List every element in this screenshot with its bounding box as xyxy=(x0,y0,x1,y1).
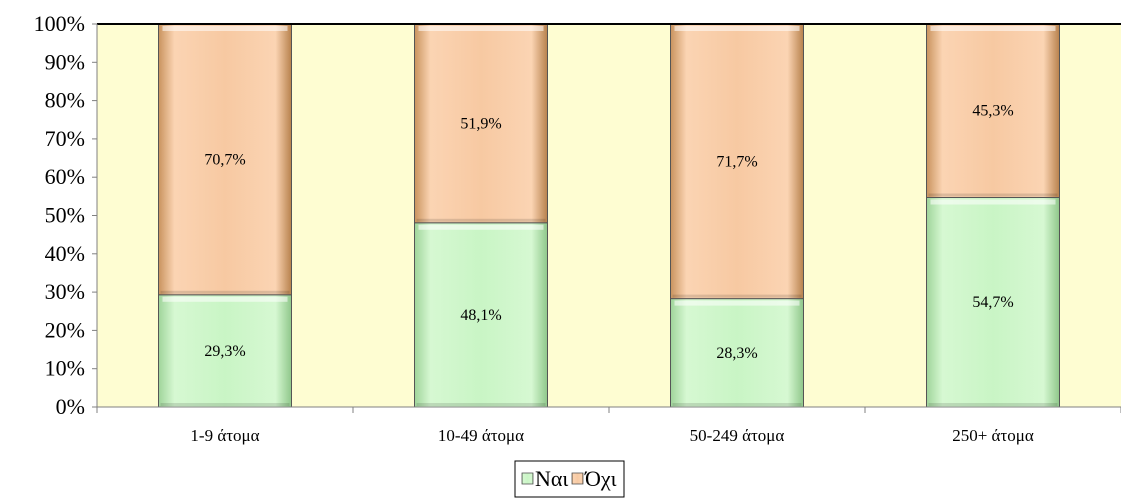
data-label: 51,9% xyxy=(460,115,501,132)
bar-bevel-shadow xyxy=(160,403,290,406)
data-label: 29,3% xyxy=(204,343,245,360)
bar-bevel-shadow xyxy=(672,403,802,406)
bar-bevel-highlight xyxy=(930,26,1056,31)
y-tick-label: 100% xyxy=(34,11,85,36)
bar-bevel-shadow xyxy=(416,218,546,222)
bar-segment xyxy=(670,23,804,300)
y-tick-label: 30% xyxy=(45,279,85,304)
bar-bevel-highlight xyxy=(162,296,288,302)
y-tick-label: 0% xyxy=(56,394,85,419)
x-tick-label: 50-249 άτομα xyxy=(690,426,785,445)
bar-bevel-highlight xyxy=(162,26,288,31)
y-tick-label: 70% xyxy=(45,126,85,151)
bar-bevel-highlight xyxy=(930,199,1056,205)
bar-bevel-highlight xyxy=(674,300,800,306)
x-tick-label: 1-9 άτομα xyxy=(190,426,259,445)
y-tick-label: 40% xyxy=(45,241,85,266)
legend-swatch xyxy=(521,472,534,485)
x-tick-label: 250+ άτομα xyxy=(952,426,1034,445)
data-label: 28,3% xyxy=(716,345,757,362)
bar-segment xyxy=(414,222,548,408)
bar-bevel-highlight xyxy=(674,26,800,31)
y-tick-label: 80% xyxy=(45,88,85,113)
legend: Ναι Όχι xyxy=(514,460,625,498)
y-tick-label: 90% xyxy=(45,49,85,74)
bar-bevel-shadow xyxy=(672,294,802,298)
legend-label: Ναι xyxy=(535,466,568,491)
bar-bevel-shadow xyxy=(928,193,1058,197)
y-tick-label: 60% xyxy=(45,164,85,189)
bar-segment xyxy=(926,23,1060,198)
y-tick-label: 50% xyxy=(45,203,85,228)
data-label: 71,7% xyxy=(716,153,757,170)
legend-label: Όχι xyxy=(584,466,617,491)
y-tick-label: 20% xyxy=(45,317,85,342)
bar-segment xyxy=(670,298,804,408)
data-label: 54,7% xyxy=(972,294,1013,311)
bar-segment xyxy=(158,294,292,408)
bar-bevel-shadow xyxy=(928,403,1058,406)
data-label: 45,3% xyxy=(972,103,1013,120)
legend-swatch xyxy=(571,472,584,485)
axes-layer: 0% 10% 20% 30% 40% 50% 60% 70% 80% 90% 100% 1-9 άτο… xyxy=(34,11,1121,445)
data-label: 48,1% xyxy=(460,307,501,324)
y-tick-label: 10% xyxy=(45,356,85,381)
bar-bevel-highlight xyxy=(418,224,544,230)
data-label: 70,7% xyxy=(204,151,245,168)
bar-bevel-shadow xyxy=(160,290,290,294)
x-tick-label: 10-49 άτομα xyxy=(438,426,524,445)
bar-segment xyxy=(158,23,292,296)
bars-layer: 29,3% 70,7% 48,1% 51,9% 28,3% 71,7% 54,7% 45,3% xyxy=(158,23,1060,408)
bar-bevel-highlight xyxy=(418,26,544,31)
bar-bevel-shadow xyxy=(416,403,546,406)
bar-segment xyxy=(414,23,548,224)
